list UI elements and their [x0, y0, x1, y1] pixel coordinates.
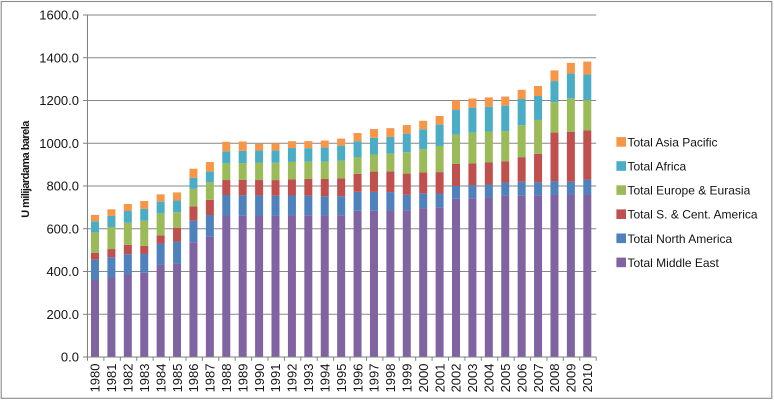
svg-text:1200.0: 1200.0	[39, 93, 79, 108]
svg-text:1994: 1994	[317, 364, 332, 393]
svg-text:2006: 2006	[514, 364, 529, 393]
svg-text:1996: 1996	[350, 364, 365, 393]
svg-text:400.0: 400.0	[46, 264, 79, 279]
svg-text:1983: 1983	[137, 364, 152, 393]
svg-text:1980: 1980	[88, 364, 103, 393]
svg-text:2004: 2004	[482, 364, 497, 393]
svg-text:Total Europe & Eurasia: Total Europe & Eurasia	[628, 184, 751, 198]
svg-text:Total S. & Cent. America: Total S. & Cent. America	[628, 208, 758, 222]
svg-text:2009: 2009	[564, 364, 579, 393]
svg-text:1981: 1981	[104, 364, 119, 393]
svg-text:1990: 1990	[252, 364, 267, 393]
svg-text:1986: 1986	[186, 364, 201, 393]
svg-text:1988: 1988	[219, 364, 234, 393]
svg-text:1600.0: 1600.0	[39, 8, 79, 23]
svg-text:0.0: 0.0	[61, 350, 79, 365]
svg-text:1997: 1997	[367, 364, 382, 393]
svg-text:1000.0: 1000.0	[39, 136, 79, 151]
svg-text:2007: 2007	[531, 364, 546, 393]
svg-text:Total North America: Total North America	[628, 232, 733, 246]
svg-text:1992: 1992	[285, 364, 300, 393]
svg-text:Total Middle East: Total Middle East	[628, 256, 720, 270]
svg-text:1984: 1984	[153, 364, 168, 393]
svg-text:1995: 1995	[334, 364, 349, 393]
svg-text:U milijardama barela: U milijardama barela	[20, 120, 32, 218]
svg-text:2008: 2008	[547, 364, 562, 393]
svg-text:1998: 1998	[383, 364, 398, 393]
svg-text:1987: 1987	[203, 364, 218, 393]
svg-text:2005: 2005	[498, 364, 513, 393]
svg-text:Total Africa: Total Africa	[628, 160, 687, 174]
svg-text:1991: 1991	[268, 364, 283, 393]
svg-text:1989: 1989	[235, 364, 250, 393]
svg-text:Total Asia Pacific: Total Asia Pacific	[628, 135, 718, 149]
svg-text:1993: 1993	[301, 364, 316, 393]
svg-text:2010: 2010	[580, 364, 595, 393]
svg-text:1999: 1999	[399, 364, 414, 393]
svg-text:200.0: 200.0	[46, 307, 79, 322]
svg-text:2003: 2003	[465, 364, 480, 393]
svg-text:1985: 1985	[170, 364, 185, 393]
svg-text:2000: 2000	[416, 364, 431, 393]
svg-text:1982: 1982	[121, 364, 136, 393]
svg-text:2001: 2001	[432, 364, 447, 393]
svg-text:2002: 2002	[449, 364, 464, 393]
svg-text:800.0: 800.0	[46, 179, 79, 194]
svg-text:1400.0: 1400.0	[39, 50, 79, 65]
svg-text:600.0: 600.0	[46, 221, 79, 236]
